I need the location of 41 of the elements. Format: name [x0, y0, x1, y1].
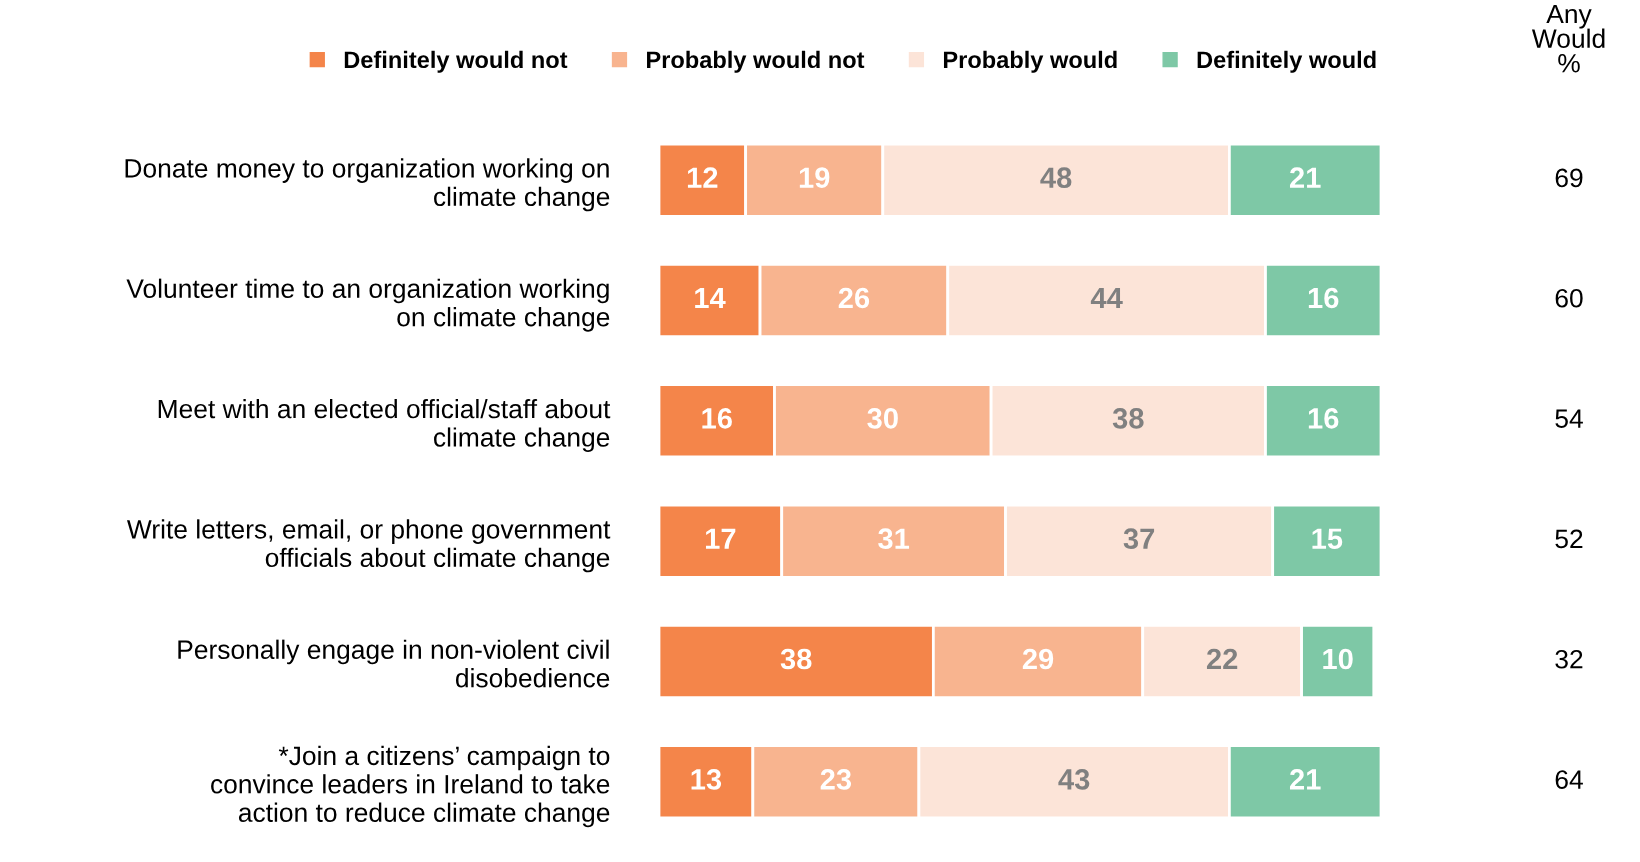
text: 54 — [1555, 409, 1583, 428]
text: 52 — [1555, 529, 1583, 549]
data-label: 30 — [867, 408, 898, 429]
data-label: 14 — [695, 287, 726, 309]
y-tick-label: *Join a citizens’ campaign to convince leaders in Ireland to take action to reduce climate change — [211, 745, 610, 828]
data-label: 16 — [1308, 287, 1339, 309]
data-label: 17 — [705, 528, 736, 549]
data-label: 16 — [702, 408, 732, 429]
legend-label: Definitely would not — [344, 50, 568, 73]
data-label: 37 — [1123, 528, 1155, 550]
data-label: 44 — [1090, 287, 1123, 309]
data-label: 21 — [1289, 167, 1321, 188]
data-label: 12 — [687, 167, 718, 188]
data-label: 19 — [799, 167, 830, 188]
text: 32 — [1555, 649, 1583, 669]
data-label: 26 — [838, 287, 870, 309]
data-label: 38 — [780, 648, 812, 670]
data-label: 43 — [1058, 769, 1090, 790]
legend-label: Definitely would — [1197, 50, 1376, 73]
data-label: 29 — [1022, 648, 1054, 670]
data-label: 31 — [878, 528, 910, 550]
data-label: 38 — [1112, 408, 1144, 429]
y-tick-label: Personally engage in non-violent civil disobedience — [178, 639, 610, 688]
text: 60 — [1555, 288, 1583, 308]
text: 69 — [1555, 168, 1583, 188]
y-tick-label: Meet with an elected official/staff about climate change — [158, 398, 611, 452]
data-label: 22 — [1206, 648, 1238, 670]
y-tick-label: Donate money to organization working on climate change — [125, 158, 610, 212]
data-label: 21 — [1289, 769, 1321, 790]
text: Any Would % — [1531, 4, 1605, 73]
legend-label: Probably would not — [647, 50, 865, 73]
data-label: 15 — [1312, 528, 1343, 549]
data-label: 23 — [820, 769, 852, 790]
y-tick-label: Volunteer time to an organization working on climate change — [126, 278, 610, 332]
y-tick-label: Write letters, email, or phone government officials about climate change — [126, 519, 611, 573]
data-label: 10 — [1323, 648, 1353, 670]
legend-label: Probably would — [943, 50, 1117, 73]
data-label: 16 — [1308, 408, 1339, 429]
text: 64 — [1555, 770, 1583, 789]
data-label: 48 — [1040, 167, 1072, 188]
data-label: 13 — [691, 769, 722, 790]
